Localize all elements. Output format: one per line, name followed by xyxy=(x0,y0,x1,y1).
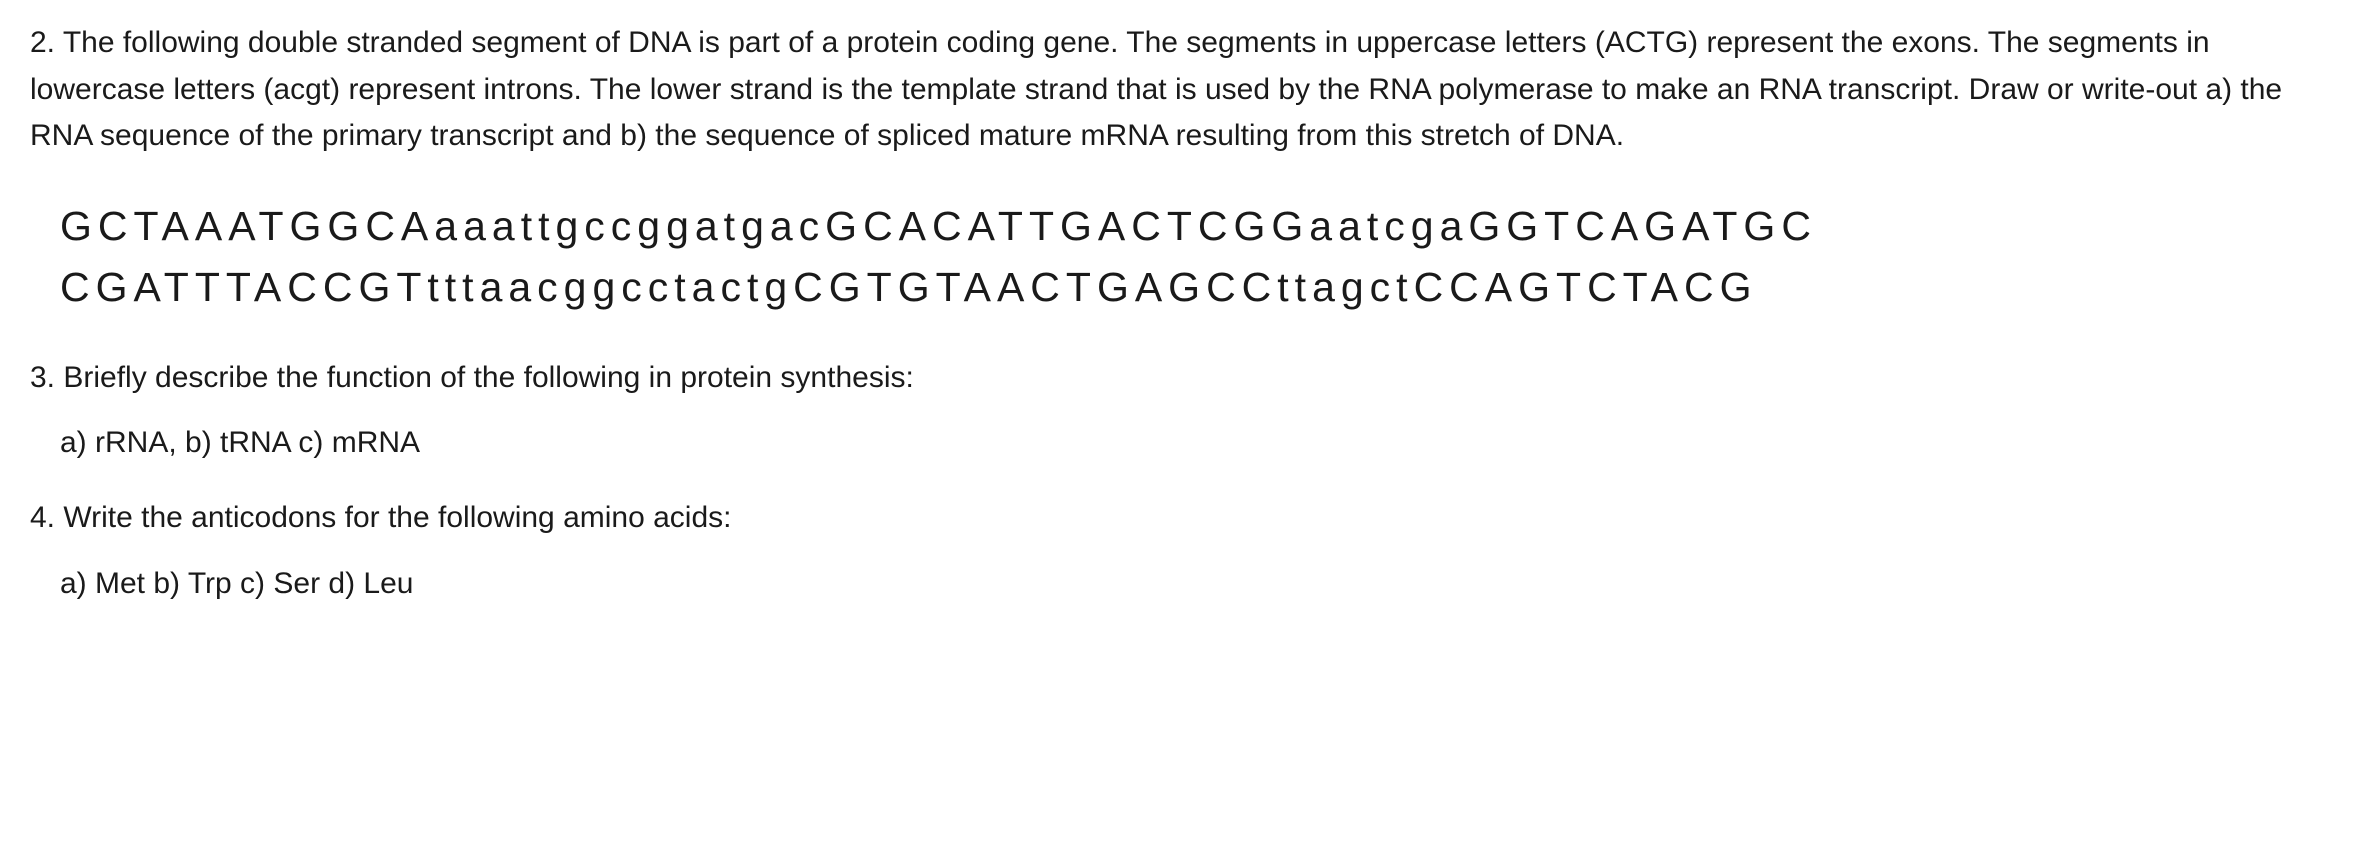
question-4-subitems: a) Met b) Trp c) Ser d) Leu xyxy=(60,560,2330,608)
dna-bottom-strand: CGATTTACCGTtttaacggcctactgCGTGTAACTGAGCC… xyxy=(60,257,2330,319)
question-2-text: 2. The following double stranded segment… xyxy=(30,20,2330,160)
dna-sequence-block: GCTAAATGGCAaaattgccggatgacGCACATTGACTCGG… xyxy=(60,196,2330,319)
question-3: 3. Briefly describe the function of the … xyxy=(30,355,2330,468)
question-3-subitems: a) rRNA, b) tRNA c) mRNA xyxy=(60,419,2330,467)
question-4: 4. Write the anticodons for the followin… xyxy=(30,495,2330,608)
question-2: 2. The following double stranded segment… xyxy=(30,20,2330,160)
question-4-text: 4. Write the anticodons for the followin… xyxy=(30,495,2330,542)
dna-top-strand: GCTAAATGGCAaaattgccggatgacGCACATTGACTCGG… xyxy=(60,196,2330,258)
question-3-text: 3. Briefly describe the function of the … xyxy=(30,355,2330,402)
